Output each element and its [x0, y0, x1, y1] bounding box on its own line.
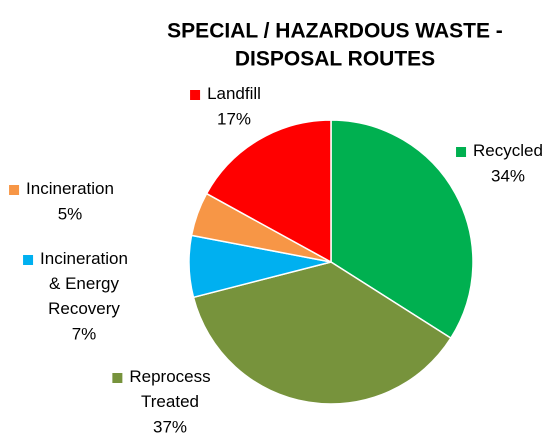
legend-swatch [112, 373, 123, 383]
label-line: Reprocess [129, 367, 210, 386]
value-label: 5% [58, 204, 83, 223]
pie-slice [330, 119, 474, 340]
label-line: Treated [141, 392, 199, 411]
value-label: 7% [72, 324, 97, 343]
label-line: Incineration [40, 249, 128, 268]
label-line: Recycled [473, 141, 543, 160]
value-label: 34% [491, 166, 525, 185]
label-line: & Energy [49, 274, 119, 293]
slice-label: Incineration [26, 179, 114, 198]
legend-swatch [456, 147, 467, 157]
legend-swatch [23, 255, 34, 265]
pie-slice [205, 119, 332, 264]
label-line: Recovery [48, 299, 120, 318]
pie-slice [192, 261, 452, 405]
value-label: 37% [153, 417, 187, 436]
legend-swatch [190, 90, 201, 100]
legend-swatch [9, 185, 20, 195]
slice-label: Landfill [207, 84, 261, 103]
slice-label: Reprocess Treated [129, 367, 210, 411]
slice-label: Incineration & Energy Recovery [40, 249, 128, 318]
chart-title: SPECIAL / HAZARDOUS WASTE - [167, 20, 503, 43]
label-line: Landfill [207, 84, 261, 103]
label-line: Incineration [26, 179, 114, 198]
chart-title: DISPOSAL ROUTES [235, 48, 435, 71]
slice-label: Recycled [473, 141, 543, 160]
value-label: 17% [217, 109, 251, 128]
